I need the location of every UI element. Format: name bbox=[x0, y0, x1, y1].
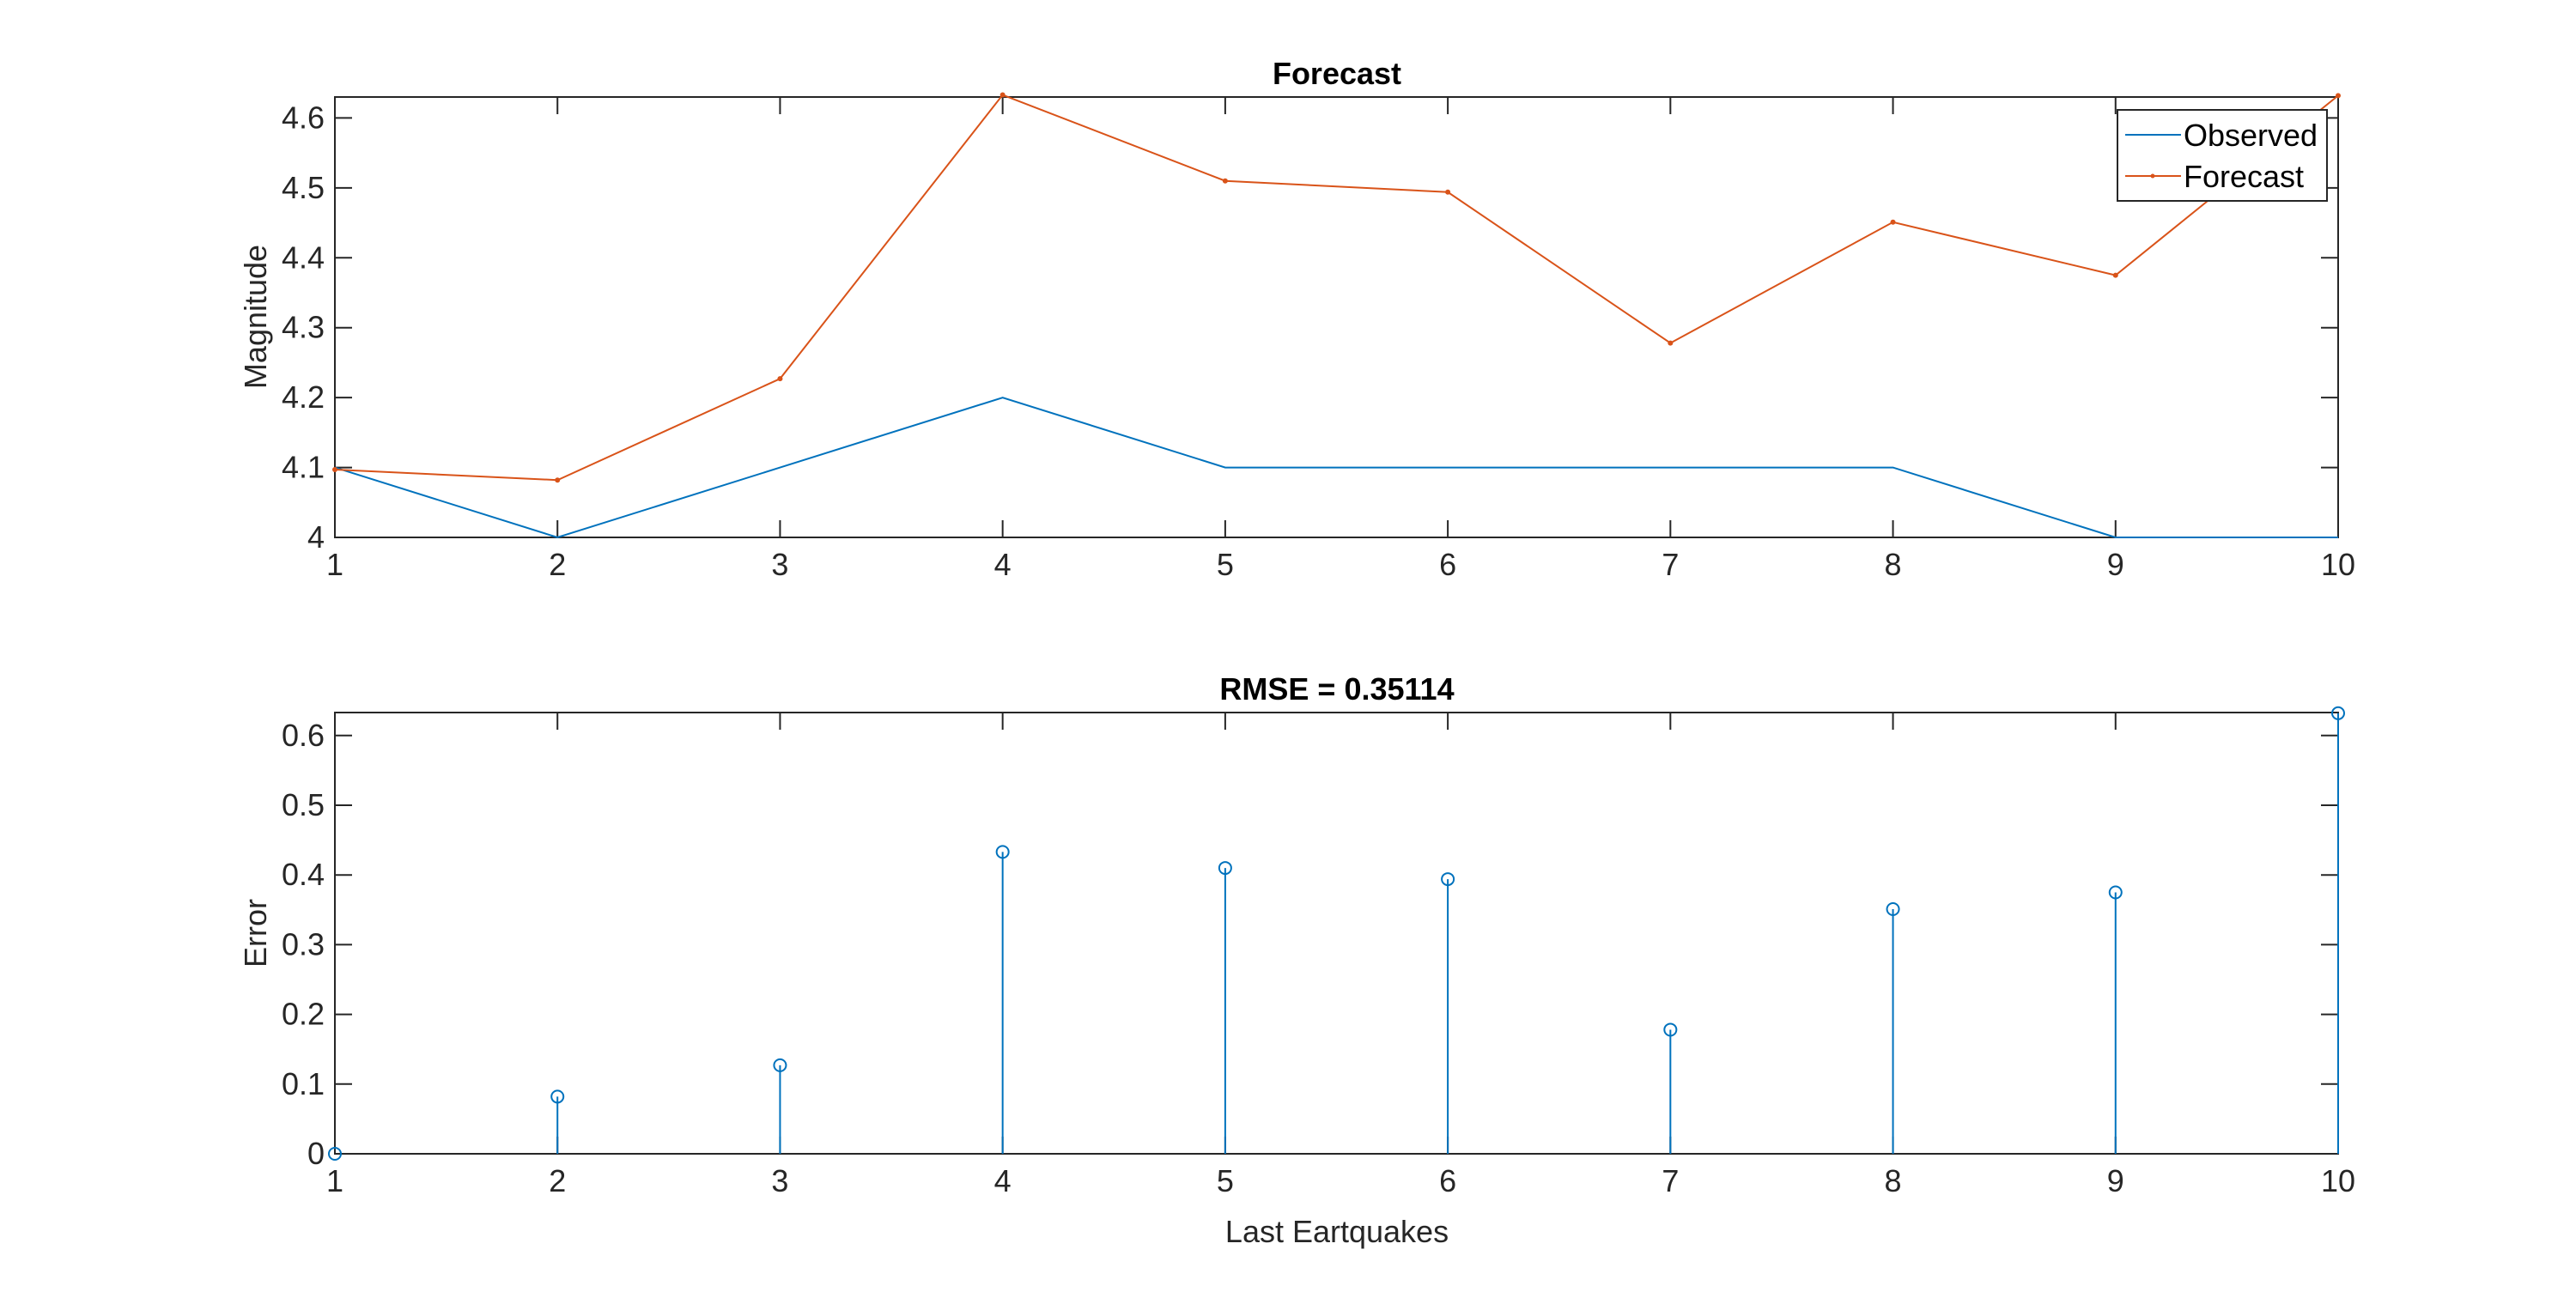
error-stem-marker bbox=[773, 1058, 787, 1072]
error-ytick-label: 0.4 bbox=[282, 857, 325, 892]
error-xlabel: Last Eartquakes bbox=[1225, 1214, 1449, 1249]
forecast-series bbox=[332, 92, 2341, 539]
error-xtick-label: 9 bbox=[2107, 1163, 2124, 1198]
error-stem-marker bbox=[550, 1089, 565, 1104]
error-stem-marker bbox=[1218, 861, 1232, 876]
forecast-ytick-label: 4.5 bbox=[282, 170, 325, 205]
forecast-point bbox=[1668, 340, 1674, 346]
forecast-xtick-label: 8 bbox=[1885, 547, 1902, 582]
forecast-point bbox=[2336, 93, 2341, 99]
forecast-ytick-label: 4 bbox=[307, 519, 325, 555]
error-xtick-label: 6 bbox=[1439, 1163, 1456, 1198]
forecast-point bbox=[999, 92, 1005, 98]
error-xtick-label: 1 bbox=[326, 1163, 343, 1198]
forecast-ytick-label: 4.1 bbox=[282, 450, 325, 485]
forecast-ticks: 1 2 3 4 5 6 7 8 9 10 4 4.1 4.2 4.3 4.4 4.5 4.6 bbox=[282, 97, 2355, 582]
forecast-xtick-label: 6 bbox=[1439, 547, 1456, 582]
forecast-xtick-label: 9 bbox=[2107, 547, 2124, 582]
forecast-xtick-label: 7 bbox=[1662, 547, 1679, 582]
error-xtick-label: 2 bbox=[549, 1163, 566, 1198]
forecast-ytick-label: 4.2 bbox=[282, 379, 325, 415]
error-ytick-label: 0.2 bbox=[282, 997, 325, 1032]
error-stem-marker bbox=[1441, 872, 1455, 887]
forecast-ytick-label: 4.3 bbox=[282, 310, 325, 345]
error-ytick-label: 0.6 bbox=[282, 718, 325, 753]
forecast-point bbox=[1445, 189, 1451, 195]
forecast-point bbox=[332, 467, 337, 473]
forecast-point bbox=[777, 376, 783, 382]
error-title: RMSE = 0.35114 bbox=[1219, 671, 1454, 707]
error-xtick-label: 4 bbox=[994, 1163, 1012, 1198]
forecast-xtick-label: 2 bbox=[549, 547, 566, 582]
error-plot-area bbox=[334, 712, 2339, 1155]
forecast-ytick-label: 4.6 bbox=[282, 100, 325, 135]
observed-line bbox=[334, 397, 2338, 539]
error-stems bbox=[328, 706, 2345, 1161]
legend-forecast-marker bbox=[2150, 173, 2155, 179]
forecast-line bbox=[334, 94, 2339, 482]
error-xtick-label: 5 bbox=[1217, 1163, 1234, 1198]
forecast-ylabel: Magnitude bbox=[238, 245, 273, 389]
forecast-xtick-label: 3 bbox=[771, 547, 788, 582]
error-ylabel: Error bbox=[238, 899, 273, 967]
legend-box bbox=[2117, 109, 2328, 202]
error-stem-marker bbox=[1886, 901, 1900, 916]
forecast-xtick-label: 5 bbox=[1217, 547, 1234, 582]
error-stem-marker bbox=[1663, 1022, 1678, 1037]
forecast-plot-area bbox=[334, 96, 2339, 538]
error-axes: 1 2 3 4 5 6 7 8 9 10 0 0.1 0.2 0.3 0.4 0.5 0.6 RMSE = 0.… bbox=[238, 671, 2355, 1249]
error-ytick-label: 0.5 bbox=[282, 787, 325, 822]
forecast-point bbox=[2112, 272, 2118, 278]
forecast-xtick-label: 4 bbox=[994, 547, 1012, 582]
error-stem-marker bbox=[2331, 706, 2345, 720]
forecast-legend: Observed Forecast bbox=[2117, 109, 2328, 202]
forecast-xtick-label: 1 bbox=[326, 547, 343, 582]
forecast-point bbox=[555, 477, 561, 483]
error-ytick-label: 0 bbox=[307, 1136, 325, 1171]
error-xtick-label: 10 bbox=[2321, 1163, 2355, 1198]
error-xtick-label: 8 bbox=[1885, 1163, 1902, 1198]
forecast-ytick-label: 4.4 bbox=[282, 240, 325, 275]
legend-forecast-label: Forecast bbox=[2184, 159, 2304, 194]
error-ytick-label: 0.3 bbox=[282, 926, 325, 961]
forecast-title: Forecast bbox=[1273, 56, 1401, 91]
error-stem-marker bbox=[328, 1147, 342, 1161]
error-stem-marker bbox=[995, 845, 1010, 859]
error-xtick-label: 7 bbox=[1662, 1163, 1679, 1198]
legend-observed-label: Observed bbox=[2184, 118, 2318, 153]
error-stem-marker bbox=[2108, 885, 2123, 900]
forecast-point bbox=[1890, 219, 1896, 225]
forecast-point bbox=[1222, 178, 1228, 184]
error-xtick-label: 3 bbox=[771, 1163, 788, 1198]
forecast-xtick-label: 10 bbox=[2321, 547, 2355, 582]
error-ytick-label: 0.1 bbox=[282, 1066, 325, 1101]
